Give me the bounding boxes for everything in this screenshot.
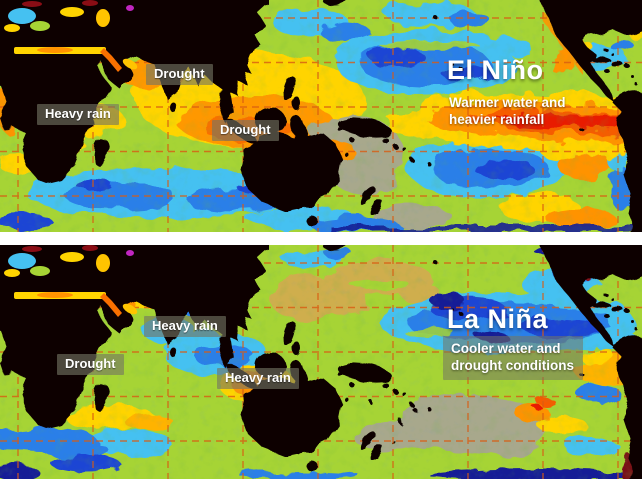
annotation-drought-east-africa: Drought xyxy=(57,354,124,375)
annotation-heavy-rain-india: Heavy rain xyxy=(144,316,226,337)
la-nina-title: La Niña xyxy=(447,304,549,334)
el-nino-title: El Niño xyxy=(447,55,544,85)
la-nina-subtitle: Cooler water and drought conditions xyxy=(443,336,583,380)
annotation-drought-indonesia: Drought xyxy=(212,120,279,141)
annotation-drought-india: Drought xyxy=(146,64,213,85)
annotation-heavy-rain-east-africa: Heavy rain xyxy=(37,104,119,125)
annotation-heavy-rain-indonesia: Heavy rain xyxy=(217,368,299,389)
el-nino-subtitle: Warmer water and heavier rainfall xyxy=(449,95,566,127)
